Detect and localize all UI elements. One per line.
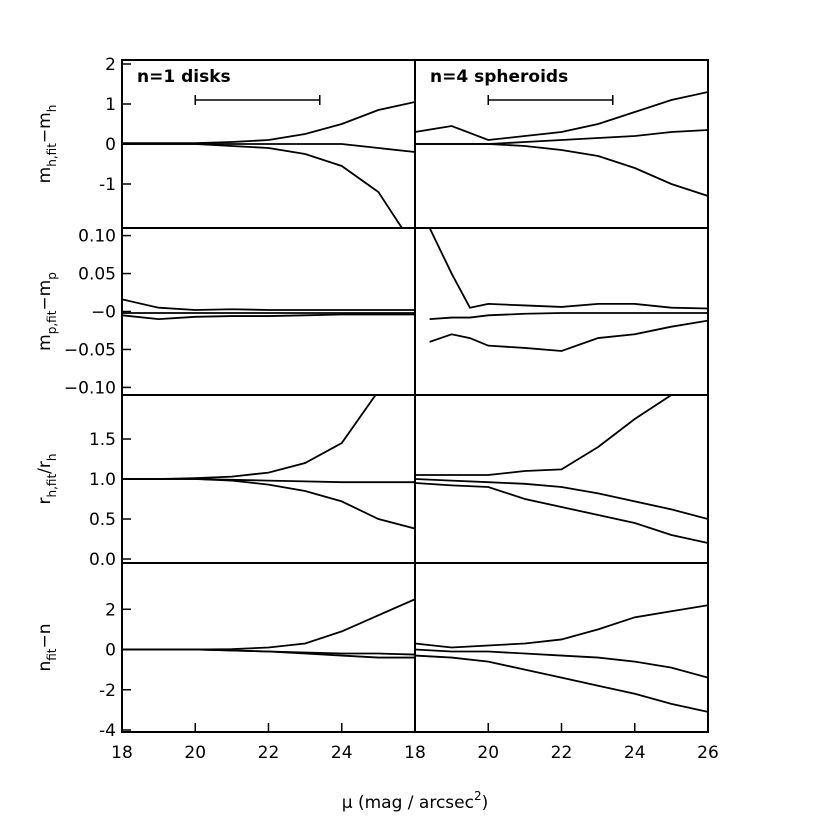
curve [415,395,708,476]
y-tick-label: 0.5 [89,510,116,530]
y-tick-label: 0 [105,135,116,155]
curve [415,648,708,679]
y-tick-label: 1 [105,95,116,115]
y-tick-label: −0.10 [64,378,116,398]
x-tick-label: 20 [184,743,206,763]
y-axis-label-part: r [35,498,55,505]
curve [122,478,415,530]
curve [122,143,403,228]
y-tick-label: 0 [105,641,116,661]
y-tick-label: -4 [99,721,116,741]
y-axis-label-part: n [35,661,55,672]
x-tick-label: 18 [404,743,426,763]
x-axis-label-part: μ (mag / arcsec [342,793,474,813]
curve [122,298,415,311]
y-tick-label: 0.0 [89,550,116,570]
y-axis-label: mh,fit−mh [35,105,59,184]
curve [415,478,708,520]
y-axis-label-part: p,fit [45,310,59,334]
x-axis-label-part: 2 [474,789,482,803]
y-tick-label: −0 [91,303,116,323]
curve [122,313,415,320]
y-axis-label-part: /r [35,461,55,474]
y-tick-label: −0.05 [64,340,116,360]
y-axis-label-part: m [35,167,55,184]
x-tick-label: 22 [258,743,280,763]
x-tick-label: 18 [111,743,133,763]
y-axis-label-part: h [45,105,59,113]
y-axis-label-part: −n [35,623,55,648]
curve [415,604,708,649]
x-axis-label-part: ) [482,793,489,813]
y-tick-label: 1.0 [89,470,116,490]
y-axis-label-part: fit [45,648,59,661]
curve [429,319,708,352]
y-axis-label-part: h [45,453,59,461]
y-axis-label-part: h,fit [45,143,59,167]
annotation: n=1 disks [137,67,231,87]
annotation: n=4 spheroids [430,67,568,87]
y-axis-label-part: −m [35,112,55,143]
x-tick-label: 22 [551,743,573,763]
y-tick-label: -1 [99,175,116,195]
y-tick-label: 0.10 [78,227,116,247]
curve [415,654,708,713]
y-tick-label: 2 [105,600,116,620]
curve [429,312,708,320]
curve [415,482,708,544]
y-tick-label: 0.05 [78,265,116,285]
curve [415,91,708,141]
y-axis-label: mp,fit−mp [35,272,59,351]
curve [428,228,708,310]
y-axis-label-part: p [45,272,59,280]
x-tick-label: 20 [477,743,499,763]
x-tick-label: 24 [331,743,353,763]
curve [122,648,415,659]
y-axis-label-part: m [35,334,55,351]
x-tick-label: 26 [697,743,719,763]
x-tick-label: 24 [624,743,646,763]
y-axis-label: nfit−n [35,623,59,671]
y-tick-label: 1.5 [89,430,116,450]
curve [415,143,708,197]
y-tick-label: 2 [105,55,116,75]
y-axis-label-part: h,fit [45,474,59,498]
x-axis-label: μ (mag / arcsec2) [342,789,488,813]
y-axis-label: rh,fit/rh [35,453,59,504]
y-tick-label: -2 [99,681,116,701]
y-axis-label-part: −m [35,280,55,311]
